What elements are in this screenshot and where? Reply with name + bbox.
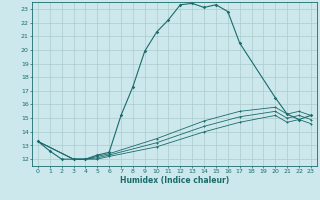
X-axis label: Humidex (Indice chaleur): Humidex (Indice chaleur) [120,176,229,185]
